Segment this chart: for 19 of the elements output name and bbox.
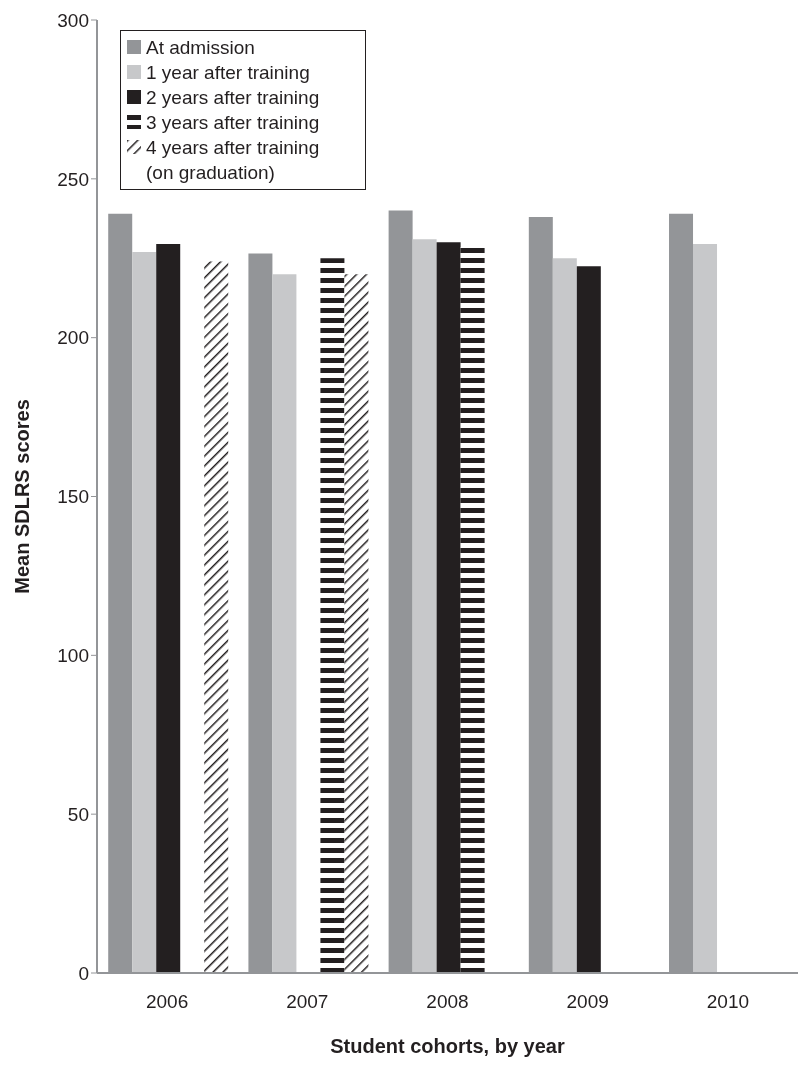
x-tick-label: 2006 xyxy=(145,991,189,1013)
y-tick-label: 150 xyxy=(57,486,89,508)
legend-label: 2 years after training xyxy=(146,86,320,110)
y-tick-label: 100 xyxy=(57,645,89,667)
x-tick-label: 2009 xyxy=(566,991,609,1013)
x-tick-label: 2010 xyxy=(706,991,750,1013)
x-tick-label: 2008 xyxy=(426,991,469,1013)
legend-label: 4 years after training (on graduation) xyxy=(146,136,321,185)
x-axis-title: Student cohorts, by year xyxy=(330,1035,565,1057)
y-tick-label: 300 xyxy=(57,9,89,31)
legend-label: At admission xyxy=(146,36,255,60)
y-tick-label: 250 xyxy=(57,168,89,190)
legend-label: 1 year after training xyxy=(146,61,310,85)
y-tick-label: 50 xyxy=(67,803,89,825)
x-tick-label: 2007 xyxy=(286,991,329,1013)
y-tick-label: 0 xyxy=(78,962,89,984)
y-tick-label: 200 xyxy=(57,327,89,349)
legend-label: 3 years after training xyxy=(146,111,320,135)
y-axis-title: Mean SDLRS scores xyxy=(11,399,34,594)
